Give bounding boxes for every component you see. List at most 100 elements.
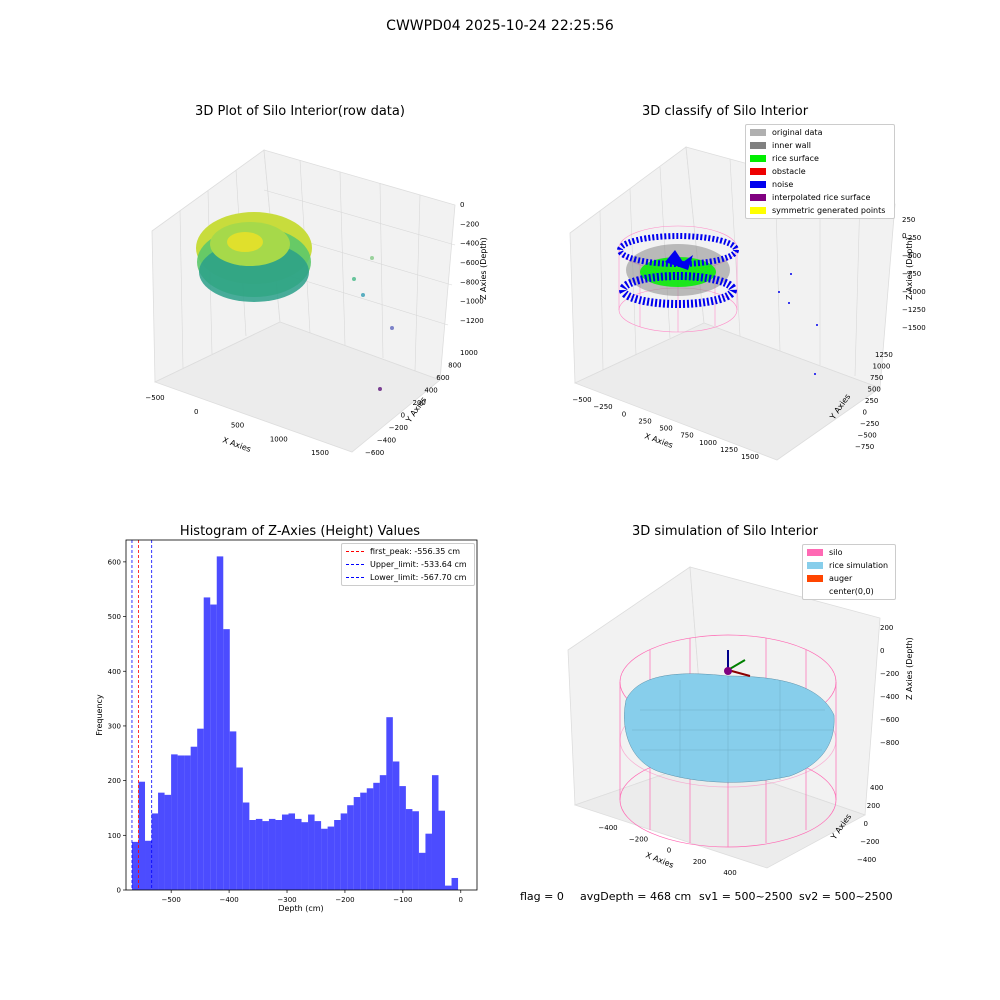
hist-legend-entry: Lower_limit: -567.70 cm: [342, 571, 474, 584]
hist-y-tick-label: 400: [108, 668, 121, 676]
hist-y-tick-label: 0: [117, 887, 121, 895]
sim-x-tick: 0: [667, 847, 671, 855]
sim-y-tick: 400: [870, 784, 883, 792]
hist-x-tick-label: −300: [277, 896, 296, 904]
legend-color-swatch: [807, 562, 823, 569]
classify-z-tick: −1000: [902, 288, 926, 296]
hist-bar: [184, 755, 191, 890]
hist-bar: [353, 797, 361, 890]
raw-x-tick: 1000: [270, 435, 288, 443]
raw-z-tick: −1200: [460, 317, 484, 325]
classify-x-tick: 0: [622, 410, 626, 418]
hist-bar: [412, 811, 419, 890]
sim-legend-entry: rice simulation: [803, 559, 895, 572]
classify-legend-entry: inner wall: [746, 139, 894, 152]
classify-x-tick: 750: [680, 432, 693, 440]
histogram-chart: −500 −400 −300 −200 −100 0 0 100 200 300 400 500 60…: [95, 539, 478, 913]
legend-label: obstacle: [772, 167, 806, 176]
classify-x-tick: 1000: [699, 439, 717, 447]
raw-x-label: X Axies: [221, 435, 252, 454]
classify-outlier-points: [778, 273, 818, 375]
hist-bar: [145, 840, 152, 890]
hist-x-tick-label: −400: [219, 896, 238, 904]
sim-y-tick: −400: [857, 856, 876, 864]
hist-bar: [438, 810, 446, 890]
classify-x-label: X Axies: [643, 431, 674, 450]
sim-z-tick: 200: [880, 624, 893, 632]
classify-legend: original data inner wall rice surface obsta…: [745, 124, 895, 219]
hist-x-tick-label: 0: [459, 896, 463, 904]
legend-color-swatch: [750, 207, 766, 214]
legend-color-swatch: [807, 549, 823, 556]
legend-label: original data: [772, 128, 823, 137]
legend-label: interpolated rice surface: [772, 193, 871, 202]
raw-plot-title: 3D Plot of Silo Interior(row data): [195, 104, 405, 119]
hist-bar: [301, 822, 309, 890]
raw-y-tick: −600: [365, 449, 384, 457]
hist-x-tick-label: −200: [335, 896, 354, 904]
raw-x-tick: 0: [194, 408, 198, 416]
legend-label: Upper_limit: -533.64 cm: [370, 560, 467, 569]
hist-bar: [373, 782, 380, 890]
hist-bar: [138, 781, 146, 890]
hist-bar: [327, 826, 335, 890]
classify-legend-entry: symmetric generated points: [746, 204, 894, 217]
sim-3d-plot: −400 −200 0 200 400 −400 −200 0 200 400 200 0 −200…: [567, 566, 914, 877]
hist-bar: [131, 841, 139, 890]
hist-bar: [399, 786, 406, 890]
hist-y-tick-label: 200: [108, 777, 121, 785]
sim-legend-entry: silo: [803, 546, 895, 559]
classify-plot-title: 3D classify of Silo Interior: [641, 104, 809, 119]
footer-sv1: sv1 = 500~2500: [699, 890, 793, 903]
legend-label: Lower_limit: -567.70 cm: [370, 573, 467, 582]
sim-x-tick: −200: [629, 835, 648, 843]
raw-x-tick: 500: [231, 422, 244, 430]
hist-bar: [451, 877, 459, 890]
hist-bar: [223, 629, 230, 890]
figure-title: CWWPD04 2025-10-24 22:25:56: [386, 18, 614, 34]
legend-label: center(0,0): [829, 587, 874, 596]
hist-bar: [242, 802, 250, 890]
hist-bar: [262, 821, 269, 890]
classify-legend-entry: rice surface: [746, 152, 894, 165]
hist-bar: [405, 809, 413, 890]
classify-x-tick: −500: [572, 396, 591, 404]
legend-line-swatch: [346, 551, 364, 552]
legend-color-swatch: [750, 168, 766, 175]
classify-y-tick: −250: [860, 420, 879, 428]
raw-outlier-points: [352, 256, 394, 391]
classify-noise-cluster: [665, 250, 693, 270]
sim-axes-marker: [724, 650, 751, 677]
sim-y-tick: −200: [860, 838, 879, 846]
classify-y-tick: −750: [855, 443, 874, 451]
classify-z-tick: −1250: [902, 306, 926, 314]
hist-bar: [334, 820, 341, 890]
classify-legend-entry: noise: [746, 178, 894, 191]
raw-y-tick: −200: [389, 424, 408, 432]
sim-z-tick: −400: [880, 693, 899, 701]
hist-bar: [445, 885, 452, 890]
classify-z-tick: −500: [902, 252, 921, 260]
legend-color-swatch: [750, 181, 766, 188]
raw-y-tick: −400: [377, 437, 396, 445]
raw-y-tick: 200: [413, 399, 426, 407]
classify-legend-entry: obstacle: [746, 165, 894, 178]
raw-z-tick: −1000: [460, 298, 484, 306]
raw-x-tick: 1500: [311, 449, 329, 457]
hist-bar: [190, 746, 198, 890]
hist-x-tick-label: −100: [393, 896, 412, 904]
sim-y-tick: 200: [867, 802, 880, 810]
classify-legend-entry: interpolated rice surface: [746, 191, 894, 204]
hist-bar: [158, 792, 165, 890]
legend-label: inner wall: [772, 141, 812, 150]
raw-y-tick: 1000: [460, 349, 478, 357]
hist-y-tick-label: 500: [108, 613, 121, 621]
hist-bar: [340, 813, 348, 890]
raw-y-tick: 0: [401, 412, 405, 420]
hist-bar: [177, 755, 185, 890]
legend-label: first_peak: -556.35 cm: [370, 547, 461, 556]
sim-legend-entry: auger: [803, 572, 895, 585]
sim-x-tick: −400: [598, 824, 617, 832]
hist-bar: [288, 813, 296, 890]
